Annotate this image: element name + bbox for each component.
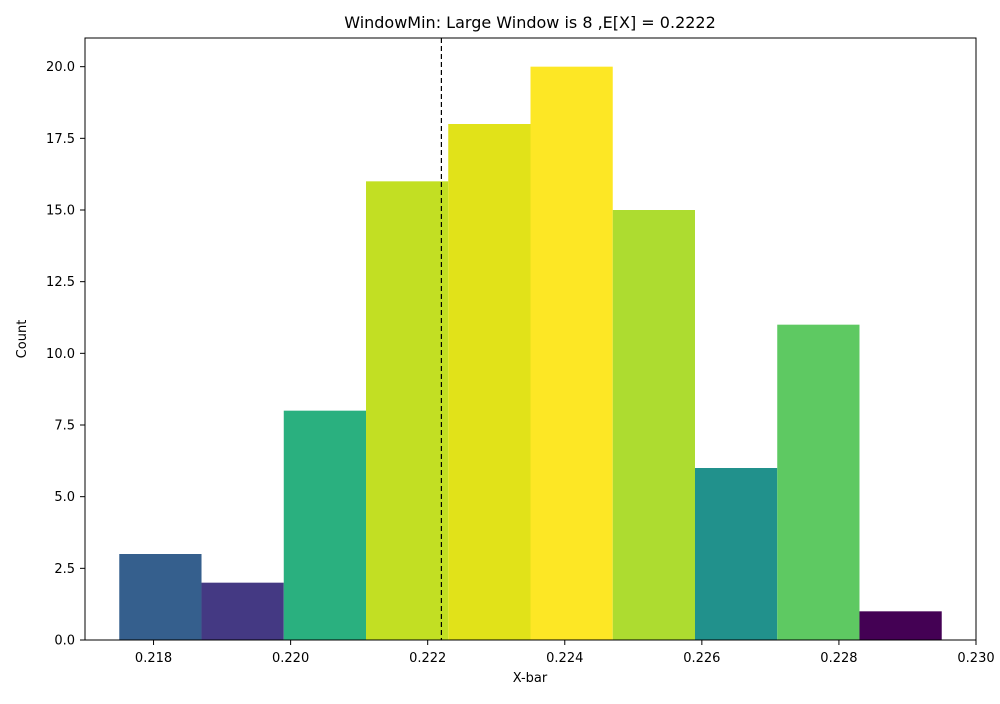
histogram-bar-9 (777, 324, 860, 640)
x-tick-label-6: 0.228 (820, 651, 857, 666)
x-tick-label-5: 0.226 (683, 651, 720, 666)
histogram-bar-10 (859, 611, 942, 640)
y-tick-label-9: 20.0 (46, 60, 75, 75)
y-tick-label-8: 17.5 (46, 132, 75, 147)
histogram-bar-1 (119, 554, 202, 640)
x-tick-label-1: 0.218 (135, 651, 172, 666)
y-axis-ticks: 0.0 2.5 5.0 7.5 10.0 12.5 15.0 17.5 20.0 (46, 60, 85, 649)
x-tick-label-2: 0.220 (272, 651, 309, 666)
x-tick-label-7: 0.230 (957, 651, 994, 666)
y-axis-label: Count (15, 320, 30, 359)
y-tick-label-4: 7.5 (54, 419, 75, 434)
y-tick-label-1: 0.0 (54, 634, 75, 649)
y-tick-label-5: 10.0 (46, 347, 75, 362)
histogram-bar-7 (612, 210, 695, 640)
histogram-bar-4 (366, 181, 449, 640)
bars-layer (119, 66, 942, 641)
x-tick-label-3: 0.222 (409, 651, 446, 666)
x-axis-ticks: 0.218 0.220 0.222 0.224 0.226 0.228 0.230 (135, 640, 995, 666)
x-axis-label: X-bar (513, 671, 548, 686)
histogram-bar-6 (530, 66, 613, 641)
y-tick-label-7: 15.0 (46, 204, 75, 219)
plot-frame (84, 37, 977, 641)
histogram-bar-3 (283, 410, 367, 640)
y-tick-label-2: 2.5 (54, 562, 75, 577)
y-tick-label-3: 5.0 (54, 490, 75, 505)
histogram-bar-8 (694, 468, 778, 640)
chart-title: WindowMin: Large Window is 8 ,E[X] = 0.2… (344, 13, 716, 32)
histogram-bar-5 (448, 124, 531, 640)
histogram-bar-2 (201, 582, 284, 640)
x-tick-label-4: 0.224 (546, 651, 583, 666)
y-tick-label-6: 12.5 (46, 275, 75, 290)
